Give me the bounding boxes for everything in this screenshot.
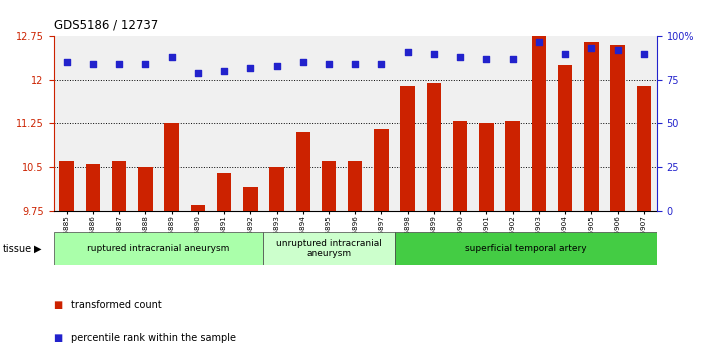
Bar — [112, 161, 126, 211]
Point — [559, 51, 570, 57]
Bar — [263, 232, 395, 265]
Bar — [427, 83, 441, 211]
Point — [507, 56, 518, 62]
Bar — [191, 205, 205, 211]
Point — [218, 68, 230, 74]
Point — [271, 63, 282, 69]
Text: GDS5186 / 12737: GDS5186 / 12737 — [54, 18, 158, 31]
Bar — [453, 121, 468, 211]
Bar — [479, 123, 493, 211]
Bar — [374, 129, 388, 211]
Bar — [506, 121, 520, 211]
Point — [402, 49, 413, 55]
Point — [140, 61, 151, 67]
Text: tissue: tissue — [3, 244, 32, 254]
Bar — [138, 167, 153, 211]
Bar — [59, 161, 74, 211]
Text: percentile rank within the sample: percentile rank within the sample — [71, 333, 236, 343]
Text: transformed count: transformed count — [71, 300, 162, 310]
Point — [114, 61, 125, 67]
Point — [428, 51, 440, 57]
Bar — [532, 36, 546, 211]
Point — [585, 46, 597, 52]
Text: ■: ■ — [54, 333, 63, 343]
Point — [245, 65, 256, 70]
Bar — [296, 132, 310, 211]
Bar — [637, 86, 651, 211]
Point — [481, 56, 492, 62]
Point — [533, 38, 545, 44]
Text: superficial temporal artery: superficial temporal artery — [465, 244, 586, 253]
Point — [87, 61, 99, 67]
Point — [350, 61, 361, 67]
Bar — [86, 164, 100, 211]
Point — [297, 60, 308, 65]
Bar — [243, 187, 258, 211]
Point — [612, 47, 623, 53]
Point — [323, 61, 335, 67]
Text: unruptured intracranial
aneurysm: unruptured intracranial aneurysm — [276, 239, 382, 258]
Bar — [269, 167, 283, 211]
Bar — [610, 45, 625, 211]
Bar — [584, 42, 598, 211]
Point — [454, 54, 466, 60]
Text: ■: ■ — [54, 300, 63, 310]
Point — [61, 60, 72, 65]
Bar — [164, 123, 178, 211]
Bar — [322, 161, 336, 211]
Text: ruptured intracranial aneurysm: ruptured intracranial aneurysm — [87, 244, 230, 253]
Point — [376, 61, 387, 67]
Bar — [558, 65, 573, 211]
Bar — [217, 173, 231, 211]
Bar — [348, 161, 363, 211]
Point — [638, 51, 650, 57]
Point — [192, 70, 203, 76]
Text: ▶: ▶ — [34, 244, 42, 254]
Bar — [395, 232, 657, 265]
Point — [166, 54, 177, 60]
Bar — [54, 232, 263, 265]
Bar — [401, 86, 415, 211]
